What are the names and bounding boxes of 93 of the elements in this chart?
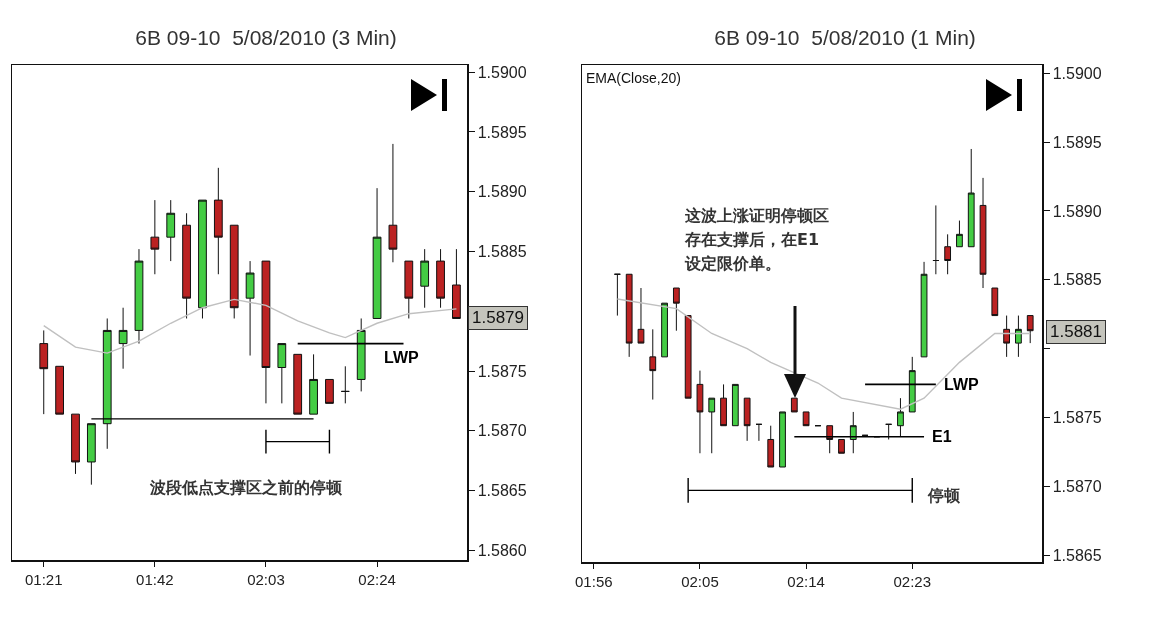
candlestick [134,248,144,345]
chart-title: 6B 09-10 5/08/2010 (3 Min) [135,26,397,50]
candlestick [696,370,704,454]
candlestick [672,287,680,332]
candlestick [293,353,303,415]
candlestick [920,261,928,358]
candlestick [452,248,461,319]
candlestick [372,187,382,319]
candlestick [708,397,716,454]
x-tick-label: 02:03 [247,570,285,588]
candlestick [743,397,751,442]
x-tick-label: 02:24 [358,570,396,588]
series-label: LWP [944,376,979,393]
candlestick [967,148,975,248]
x-tick-label: 02:05 [681,572,719,590]
candlestick [979,177,987,289]
candlestick [102,317,112,450]
candlestick [86,423,96,486]
candlestick [213,167,223,275]
candlestick [182,212,191,319]
y-tick-label: 1.5895 [477,123,527,141]
y-tick-label: 1.5900 [477,63,527,81]
candlestick [55,365,64,415]
y-tick-label: 1.5900 [1052,64,1102,82]
candlestick [1015,315,1022,358]
candlestick [277,343,287,404]
candlestick [897,397,904,438]
candlestick [404,260,414,319]
candlestick [885,423,893,440]
annotation: EMA(Close,20) [586,70,681,86]
text: 1.5879 [468,306,528,330]
candlestick [731,383,739,427]
x-tick-label: 01:42 [136,570,174,588]
candlestick [661,302,668,358]
candlestick [932,204,940,275]
line-series [616,298,1031,410]
candlestick [71,413,80,475]
candlestick [420,248,430,309]
candlestick [838,438,845,454]
x-tick-label: 02:14 [787,572,825,590]
y-tick-label: 1.5895 [1052,133,1102,151]
text: 1.5881 [1046,320,1106,344]
candlestick [991,287,999,317]
candlestick [39,329,49,415]
y-tick-label: 1.5890 [1052,202,1102,220]
y-tick-label: 1.5885 [477,243,527,261]
x-tick-label: 02:23 [893,572,932,590]
y-tick-label: 1.5885 [1052,271,1102,289]
candlestick [340,365,350,404]
candlestick [229,224,239,319]
candlestick [908,356,916,413]
candlestick [118,307,128,370]
candlestick [613,273,621,317]
x-tick-label: 01:56 [575,572,613,590]
y-tick-label: 1.5865 [1052,546,1102,564]
candlestick [166,199,176,262]
y-tick-label: 1.5870 [477,422,527,440]
annotation: 这波上涨证明停顿区存在支撑后，在E1设定限价单。 [685,205,830,275]
y-tick-label: 1.5875 [477,362,527,380]
candlestick [684,315,692,399]
candlestick [944,233,952,275]
candlestick [649,328,657,401]
annotation: 停顿 [928,486,960,507]
candlestick [1026,315,1034,344]
y-tick-label: 1.5890 [477,183,527,201]
candlestick [436,248,445,309]
candlestick [637,287,645,344]
candlestick [1003,315,1011,358]
candlestick [309,353,318,415]
candlestick [802,411,810,427]
candlestick [245,260,255,357]
annotation: 波段低点支撑区之前的停顿 [150,478,342,499]
candlestick [325,378,334,404]
candlestick [625,273,633,358]
candlestick [779,411,786,468]
chart-title: 6B 09-10 5/08/2010 (1 Min) [714,26,976,50]
candlestick [388,143,398,263]
candlestick [755,423,763,442]
candlestick [720,383,727,427]
candlestick [356,317,366,392]
x-tick-label: 01:21 [24,570,63,588]
y-tick-label: 1.5875 [1052,409,1102,427]
series-label: E1 [932,428,952,445]
candlestick [790,397,798,413]
candlestick [261,260,271,404]
candlestick [767,425,775,468]
candlestick [956,220,963,248]
y-tick-label: 1.5860 [477,542,527,560]
candlestick [198,199,207,319]
y-tick-label: 1.5870 [1052,477,1102,495]
y-tick-label: 1.5865 [477,482,527,500]
series-label: LWP [384,349,419,366]
candlestick [150,199,160,275]
